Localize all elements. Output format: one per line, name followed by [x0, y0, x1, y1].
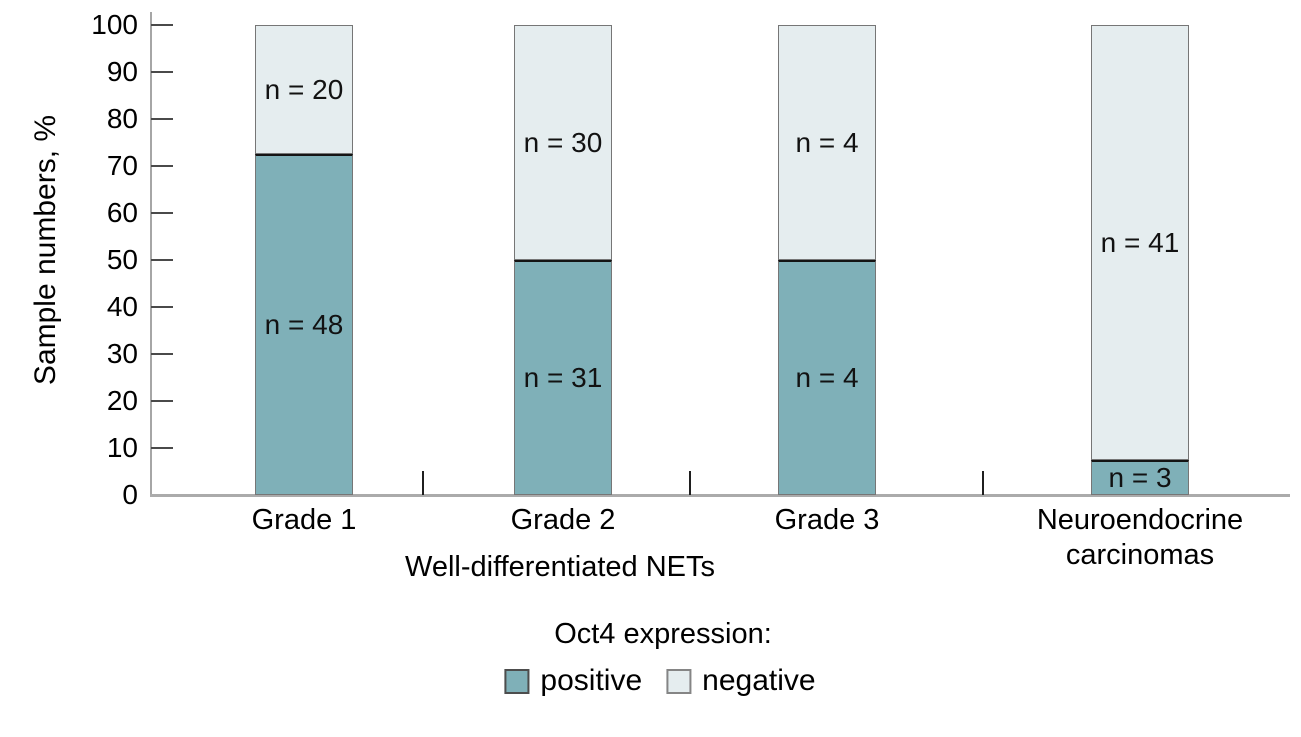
bar-segment-negative-neuroendocrine-carcinomas: [1091, 25, 1189, 460]
category-label-grade-1: Grade 1: [251, 504, 357, 536]
y-tick-label: 100: [91, 9, 138, 40]
bar-segment-positive-grade-2: [514, 260, 612, 495]
y-tick-label: 70: [106, 150, 138, 181]
category-label-grade-2: Grade 2: [510, 504, 616, 536]
y-tick: [151, 212, 173, 214]
y-axis-title: Sample numbers, %: [29, 114, 62, 386]
y-tick: [151, 24, 173, 26]
y-tick-label: 90: [106, 56, 138, 87]
y-tick-label: 30: [106, 338, 138, 369]
y-tick: [151, 165, 173, 167]
group-axis-label: Well-differentiated NETs: [404, 551, 716, 583]
legend-item-positive: positive: [504, 666, 642, 696]
segment-count-label-positive-grade-2: n = 31: [523, 361, 603, 393]
segment-count-label-positive-grade-3: n = 4: [795, 361, 859, 393]
y-tick: [151, 118, 173, 120]
x-axis-line: [150, 494, 1290, 497]
legend: positive negative: [504, 664, 816, 697]
y-tick: [151, 447, 173, 449]
y-tick: [151, 259, 173, 261]
bar-segment-positive-grade-3: [778, 260, 876, 495]
segment-count-label-positive-grade-1: n = 48: [264, 308, 344, 340]
positive-swatch-icon: [504, 668, 530, 694]
y-tick-label: 50: [106, 244, 138, 275]
segment-count-label-negative-grade-3: n = 4: [795, 126, 859, 158]
segment-count-label-negative-neuroendocrine-carcinomas: n = 41: [1100, 226, 1180, 258]
bar-segment-negative-grade-2: [514, 25, 612, 260]
y-tick: [151, 400, 173, 402]
bar-segment-negative-grade-1: [255, 25, 353, 154]
bar-segment-positive-neuroendocrine-carcinomas: [1091, 460, 1189, 495]
y-tick-label: 40: [106, 291, 138, 322]
category-label-neuroendocrine-carcinomas: Neuroendocrine carcinomas: [1036, 504, 1244, 571]
y-tick: [151, 353, 173, 355]
segment-count-label-negative-grade-1: n = 20: [264, 73, 344, 105]
y-tick-label: 10: [106, 432, 138, 463]
legend-item-negative: negative: [666, 664, 816, 697]
y-tick: [151, 71, 173, 73]
y-tick-label: 60: [106, 197, 138, 228]
segment-count-label-negative-grade-2: n = 30: [523, 126, 603, 158]
y-axis-line: [150, 12, 152, 497]
category-label-grade-3: Grade 3: [774, 504, 880, 536]
legend-title: Oct4 expression:: [554, 618, 772, 650]
bar-segment-positive-grade-1: [255, 154, 353, 495]
y-tick-label: 20: [106, 385, 138, 416]
bar-segment-negative-grade-3: [778, 25, 876, 260]
segment-count-label-positive-neuroendocrine-carcinomas: n = 3: [1108, 461, 1172, 493]
y-tick-label: 80: [106, 103, 138, 134]
negative-swatch-icon: [666, 668, 692, 694]
legend-item-label: negative: [702, 664, 816, 697]
y-tick-label: 0: [122, 479, 138, 510]
category-separator-tick: [422, 471, 424, 495]
category-separator-tick: [982, 471, 984, 495]
legend-item-label: positive: [540, 664, 643, 697]
category-separator-tick: [689, 471, 691, 495]
y-tick: [151, 306, 173, 308]
